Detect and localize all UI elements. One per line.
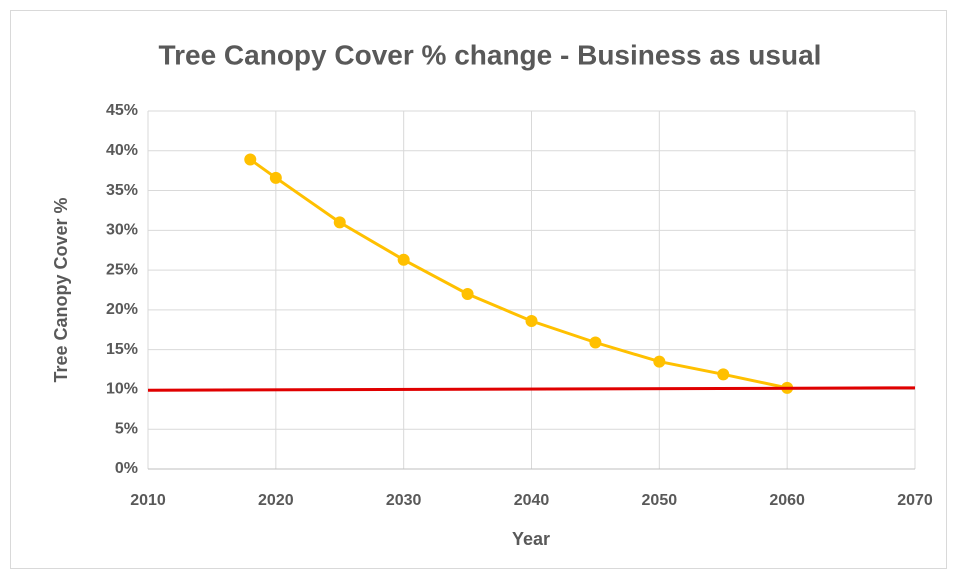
data-point: [397, 253, 410, 266]
data-point: [244, 153, 257, 166]
data-point: [589, 336, 602, 349]
y-tick-label: 25%: [106, 261, 138, 278]
y-tick-label: 5%: [115, 420, 138, 437]
data-point: [461, 287, 474, 300]
y-tick-label: 35%: [106, 182, 138, 199]
x-axis-label: Year: [512, 529, 550, 549]
data-point: [333, 216, 346, 229]
series-line: [147, 386, 916, 392]
data-point: [653, 355, 666, 368]
chart-title: Tree Canopy Cover % change - Business as…: [159, 39, 822, 70]
x-tick-label: 2060: [769, 492, 805, 509]
y-tick-label: 10%: [106, 381, 138, 398]
data-point: [525, 315, 538, 328]
y-tick-label: 20%: [106, 301, 138, 318]
x-tick-label: 2010: [130, 492, 166, 509]
y-tick-label: 30%: [106, 222, 138, 239]
chart-border: [10, 10, 947, 569]
y-axis-label: Tree Canopy Cover %: [51, 197, 71, 382]
y-tick-label: 45%: [106, 102, 138, 119]
x-tick-label: 2050: [642, 492, 678, 509]
x-tick-label: 2040: [514, 492, 550, 509]
x-tick-label: 2020: [258, 492, 294, 509]
y-tick-label: 15%: [106, 341, 138, 358]
data-point: [717, 368, 730, 381]
x-tick-label: 2070: [897, 492, 933, 509]
y-tick-label: 0%: [115, 460, 138, 477]
y-tick-label: 40%: [106, 142, 138, 159]
x-tick-label: 2030: [386, 492, 422, 509]
data-point: [269, 171, 282, 184]
series-line: [249, 158, 788, 390]
